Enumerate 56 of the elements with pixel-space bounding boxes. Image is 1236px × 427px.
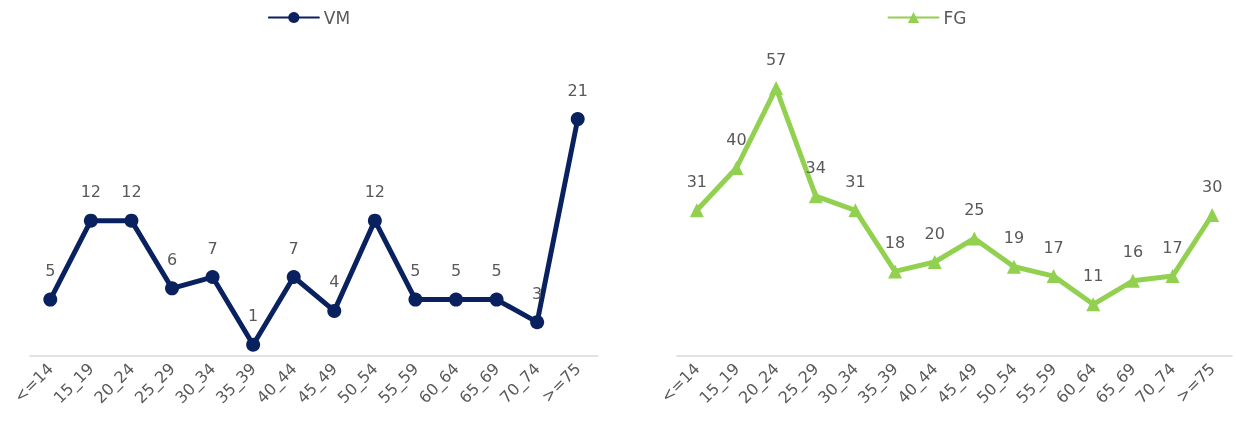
- data-label: 40: [726, 129, 747, 149]
- point: [1046, 269, 1061, 284]
- data-label: 12: [80, 182, 102, 202]
- point: [286, 270, 301, 285]
- point: [449, 292, 463, 307]
- data-label: 6: [166, 249, 178, 269]
- data-label: 57: [765, 49, 787, 69]
- point: [888, 264, 903, 279]
- point: [43, 292, 58, 307]
- data-label: 17: [1162, 237, 1183, 257]
- data-label: 19: [1003, 228, 1025, 248]
- data-label: 4: [329, 272, 340, 292]
- point: [769, 81, 784, 96]
- point: [124, 213, 139, 228]
- data-label: 7: [207, 238, 218, 258]
- data-label: 21: [567, 80, 588, 100]
- data-label: 5: [491, 261, 502, 281]
- legend-label: VM: [323, 7, 351, 28]
- data-label: 25: [964, 200, 985, 219]
- point: [1006, 259, 1021, 274]
- data-label: 31: [845, 171, 866, 191]
- data-label: 12: [121, 182, 142, 202]
- data-label: 3: [532, 283, 543, 303]
- data-label: 7: [288, 238, 299, 258]
- point: [327, 303, 342, 318]
- legend-label: FG: [943, 7, 967, 28]
- point: [83, 213, 98, 228]
- data-label: 17: [1043, 237, 1064, 257]
- point: [1125, 273, 1140, 288]
- data-label: 1: [248, 306, 259, 326]
- point: [1165, 269, 1180, 284]
- point: [808, 189, 823, 204]
- data-label: 18: [884, 232, 906, 252]
- data-label: 20: [924, 223, 945, 243]
- data-label: 5: [410, 261, 421, 281]
- data-label: 5: [450, 261, 462, 281]
- point: [489, 292, 504, 307]
- point: [530, 315, 545, 330]
- data-label: 11: [1083, 265, 1104, 285]
- point: [967, 231, 982, 246]
- point: [165, 281, 179, 296]
- point: [848, 203, 863, 218]
- point: [205, 270, 220, 285]
- point: [1205, 208, 1220, 222]
- data-label: 5: [45, 261, 56, 281]
- point: [367, 213, 382, 228]
- data-label: 31: [686, 171, 707, 191]
- data-label: 12: [364, 182, 386, 202]
- point: [1086, 297, 1101, 312]
- point: [927, 255, 942, 269]
- point: [408, 292, 423, 307]
- point: [246, 337, 261, 352]
- data-label: 30: [1202, 176, 1223, 196]
- data-label: 16: [1122, 242, 1144, 262]
- point: [570, 112, 585, 127]
- point: [689, 203, 704, 218]
